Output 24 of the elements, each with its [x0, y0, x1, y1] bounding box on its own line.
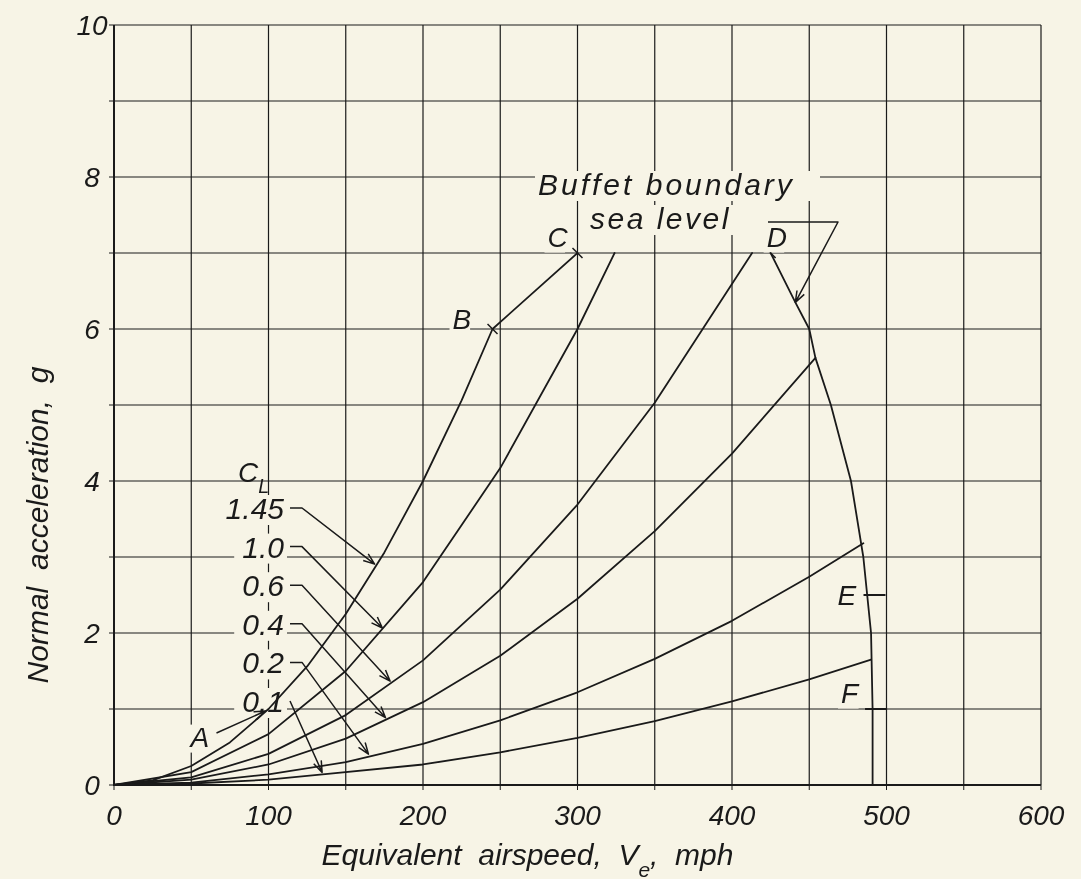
x-tick-label: 100 [245, 800, 293, 831]
y-tick-label: 6 [84, 314, 101, 345]
annotation: B [452, 304, 472, 335]
x-tick-label: 600 [1017, 800, 1065, 831]
y-tick-label: 8 [84, 162, 101, 193]
x-axis-title: Equivalent airspeed, V$_{e}$, mph [321, 838, 734, 879]
x-tick-label: 400 [708, 800, 756, 831]
annotation: 0.2 [242, 646, 285, 680]
y-tick-label: 10 [76, 10, 108, 41]
annotation: F [841, 678, 861, 709]
x-tick-label: 500 [863, 800, 911, 831]
annotation: 0.4 [242, 607, 284, 641]
annotation: 0.6 [242, 569, 285, 603]
y-tick-label: 0 [84, 770, 101, 801]
x-tick-label: 200 [398, 800, 447, 831]
annotation: E [837, 580, 857, 611]
y-axis-title: Normal acceleration, g [21, 366, 54, 684]
x-tick-label: 0 [106, 800, 123, 831]
annotation: A [188, 722, 210, 753]
y-tick-label: 4 [84, 466, 100, 497]
annotation: D [766, 222, 787, 253]
y-tick-label: 2 [83, 618, 101, 649]
annotation: 1.0 [242, 530, 285, 564]
x-tick-label: 300 [554, 800, 602, 831]
